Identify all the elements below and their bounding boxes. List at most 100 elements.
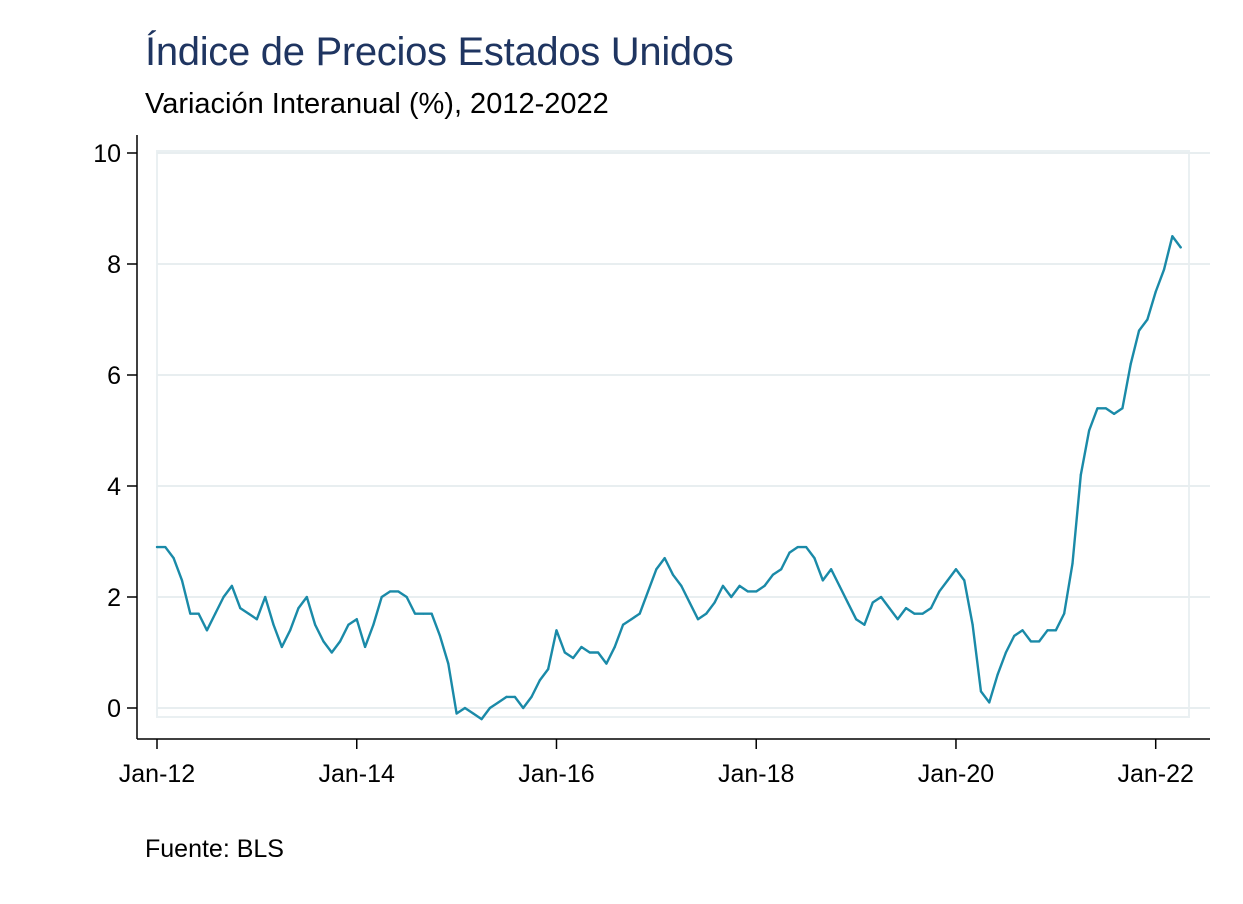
data-point <box>863 623 866 626</box>
data-point <box>630 618 633 621</box>
x-tick-label: Jan-16 <box>518 760 594 788</box>
data-point <box>1096 407 1099 410</box>
chart-title: Índice de Precios Estados Unidos <box>145 30 734 74</box>
data-point <box>155 545 159 549</box>
data-point <box>646 590 650 593</box>
data-point <box>197 612 200 615</box>
data-point <box>979 690 983 693</box>
data-point <box>788 551 791 554</box>
data-point <box>963 579 966 582</box>
data-point <box>297 607 300 610</box>
data-point <box>1121 407 1124 410</box>
data-point <box>164 545 167 549</box>
data-point <box>438 634 442 637</box>
x-tick-label: Jan-14 <box>319 760 396 788</box>
data-point <box>214 612 217 615</box>
data-point <box>696 618 700 621</box>
data-point <box>780 568 783 571</box>
chart-source: Fuente: BLS <box>145 835 284 863</box>
data-point <box>913 612 916 615</box>
data-point <box>363 645 367 649</box>
data-point <box>463 706 467 710</box>
data-point <box>838 584 841 588</box>
data-point <box>688 601 691 604</box>
data-point <box>821 579 824 582</box>
data-point <box>289 629 292 632</box>
series-line-0 <box>155 235 1182 721</box>
data-point <box>314 623 317 626</box>
data-point <box>621 623 625 626</box>
data-point <box>547 668 550 671</box>
chart-subtitle: Variación Interanual (%), 2012-2022 <box>145 88 609 120</box>
y-tick-label: 6 <box>107 362 121 390</box>
data-point <box>730 595 733 599</box>
y-tick-label: 4 <box>107 473 121 501</box>
data-point <box>771 573 774 576</box>
data-point <box>1088 429 1091 432</box>
data-point <box>1154 290 1157 293</box>
data-point <box>1054 629 1057 632</box>
data-point <box>472 712 475 715</box>
data-point <box>330 651 333 654</box>
data-point <box>1029 640 1032 643</box>
data-point <box>613 645 616 649</box>
data-point <box>380 595 383 599</box>
data-point <box>189 612 192 615</box>
data-point <box>538 679 541 682</box>
x-tick-label: Jan-22 <box>1117 760 1193 788</box>
data-point <box>680 584 683 588</box>
data-point <box>413 612 417 615</box>
y-axis: 0 2 4 6 8 10 <box>93 140 137 723</box>
data-point <box>205 629 209 632</box>
gridlines <box>157 152 1210 709</box>
x-axis: Jan-12 Jan-14 Jan-16 Jan-18 Jan-20 Jan-22 <box>119 739 1194 788</box>
data-point <box>663 557 666 560</box>
data-point <box>1063 612 1066 615</box>
data-point <box>239 607 242 610</box>
data-point <box>1129 362 1132 365</box>
y-tick-label: 2 <box>107 584 121 612</box>
y-tick-label: 8 <box>107 251 121 279</box>
data-point <box>1179 246 1182 249</box>
data-point <box>1113 412 1116 415</box>
data-point <box>938 590 941 593</box>
data-point <box>755 590 758 593</box>
data-point <box>830 568 833 571</box>
data-point <box>280 645 283 649</box>
data-point <box>846 601 849 604</box>
data-point <box>1071 562 1074 565</box>
data-point <box>405 595 408 599</box>
data-point <box>563 651 566 654</box>
series-group <box>155 235 1182 721</box>
data-point <box>1171 235 1174 238</box>
data-point <box>1079 473 1082 476</box>
data-point <box>605 662 608 665</box>
data-point <box>971 623 974 626</box>
data-point <box>580 645 583 649</box>
data-point <box>996 673 999 676</box>
data-point <box>721 584 725 588</box>
data-point <box>322 640 325 643</box>
data-point <box>255 618 258 621</box>
data-point <box>497 701 500 704</box>
data-point <box>230 584 233 588</box>
data-point <box>713 601 716 604</box>
data-point <box>264 595 267 599</box>
y-tick-label: 10 <box>93 140 121 168</box>
data-point <box>572 656 575 660</box>
data-point <box>480 718 483 721</box>
data-point <box>1013 634 1016 637</box>
data-point <box>347 623 350 626</box>
data-point <box>522 706 525 710</box>
data-point <box>655 568 658 571</box>
data-point <box>954 568 958 571</box>
data-point <box>855 618 858 621</box>
data-point <box>513 695 516 699</box>
data-point <box>638 612 641 615</box>
data-point <box>813 557 816 560</box>
data-point <box>430 612 433 615</box>
data-point <box>871 601 874 604</box>
data-point <box>1146 318 1149 321</box>
data-point <box>172 557 175 560</box>
